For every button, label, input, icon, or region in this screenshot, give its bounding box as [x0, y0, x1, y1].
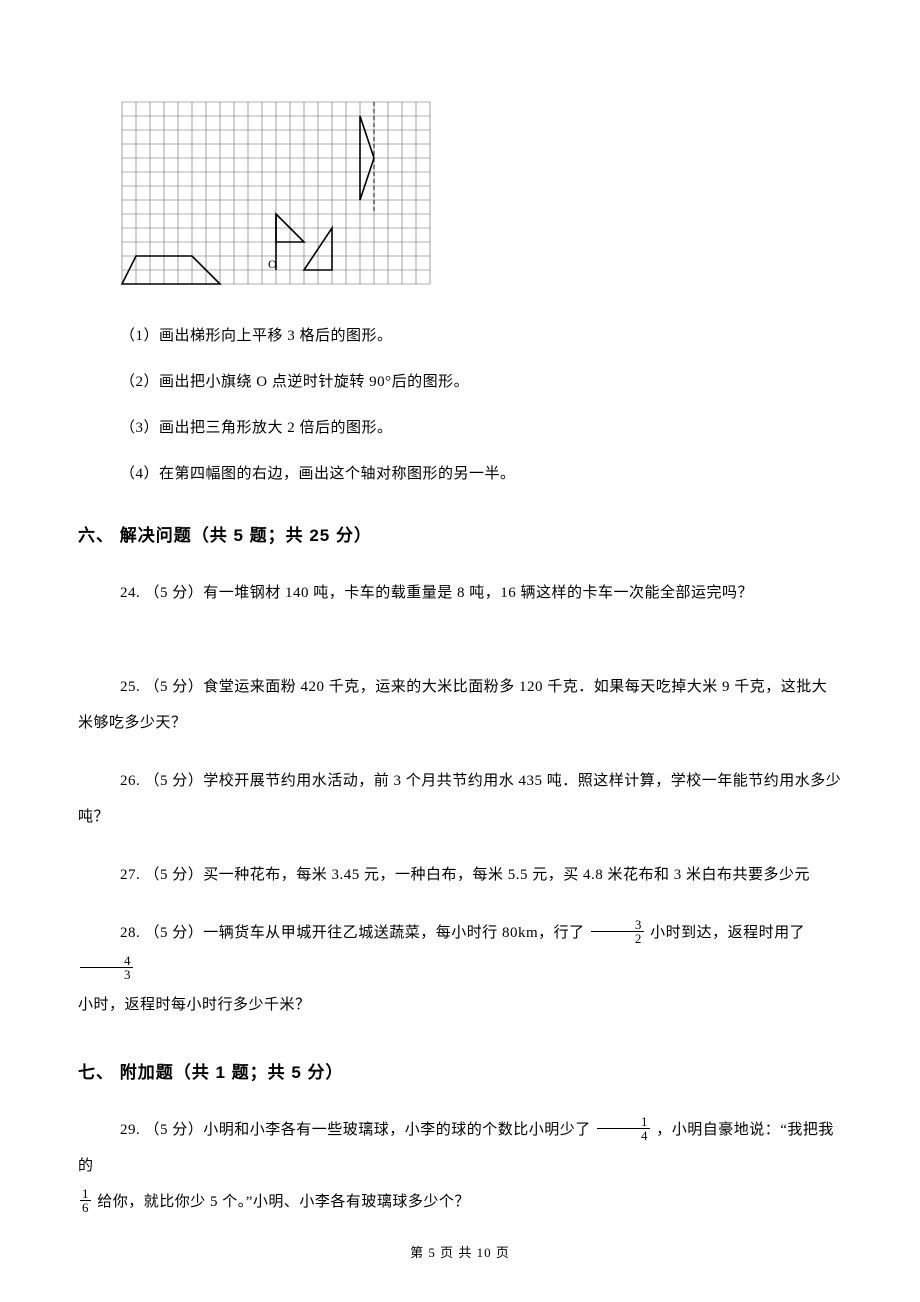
sub-item-1: （1）画出梯形向上平移 3 格后的图形。 — [120, 324, 842, 348]
sub-item-4: （4）在第四幅图的右边，画出这个轴对称图形的另一半。 — [120, 462, 842, 486]
question-25: 25. （5 分）食堂运来面粉 420 千克，运来的大米比面粉多 120 千克．… — [78, 633, 842, 741]
question-29: 29. （5 分）小明和小李各有一些玻璃球，小李的球的个数比小明少了 14 ，小… — [78, 1112, 842, 1220]
sub-item-3: （3）画出把三角形放大 2 倍后的图形。 — [120, 416, 842, 440]
q28-text-a: 28. （5 分）一辆货车从甲城开往乙城送蔬菜，每小时行 80km，行了 — [120, 925, 589, 941]
q29-text-a: 29. （5 分）小明和小李各有一些玻璃球，小李的球的个数比小明少了 — [120, 1122, 595, 1138]
grid-svg: O — [120, 100, 432, 286]
fraction-1-4: 14 — [597, 1115, 650, 1143]
fraction-3-2: 32 — [591, 918, 644, 946]
fraction-4-3: 43 — [80, 954, 133, 982]
sub-item-2: （2）画出把小旗绕 O 点逆时针旋转 90°后的图形。 — [120, 370, 842, 394]
grid-figure: O — [120, 100, 842, 294]
q29-text-c: 给你，就比你少 5 个。”小明、小李各有玻璃球多少个？ — [93, 1194, 470, 1210]
q25-text: 25. （5 分）食堂运来面粉 420 千克，运来的大米比面粉多 120 千克．… — [78, 669, 842, 741]
question-26: 26. （5 分）学校开展节约用水活动，前 3 个月共节约用水 435 吨．照这… — [78, 763, 842, 835]
question-27: 27. （5 分）买一种花布，每米 3.45 元，一种白布，每米 5.5 元，买… — [78, 857, 842, 893]
question-28: 28. （5 分）一辆货车从甲城开往乙城送蔬菜，每小时行 80km，行了 32 … — [78, 915, 842, 1023]
q28-text-b: 小时到达，返程时用了 — [646, 925, 805, 941]
q27-text: 27. （5 分）买一种花布，每米 3.45 元，一种白布，每米 5.5 元，买… — [78, 857, 842, 893]
svg-text:O: O — [268, 257, 277, 271]
q28-text-c: 小时，返程时每小时行多少千米？ — [78, 987, 311, 1023]
section-7-header: 七、 附加题（共 1 题；共 5 分） — [78, 1059, 842, 1086]
page-footer: 第 5 页 共 10 页 — [0, 1243, 920, 1264]
question-24: 24. （5 分）有一堆钢材 140 吨，卡车的载重量是 8 吨，16 辆这样的… — [120, 575, 842, 611]
section-6-header: 六、 解决问题（共 5 题；共 25 分） — [78, 522, 842, 549]
q26-text: 26. （5 分）学校开展节约用水活动，前 3 个月共节约用水 435 吨．照这… — [78, 763, 842, 835]
fraction-1-6: 16 — [80, 1187, 91, 1215]
